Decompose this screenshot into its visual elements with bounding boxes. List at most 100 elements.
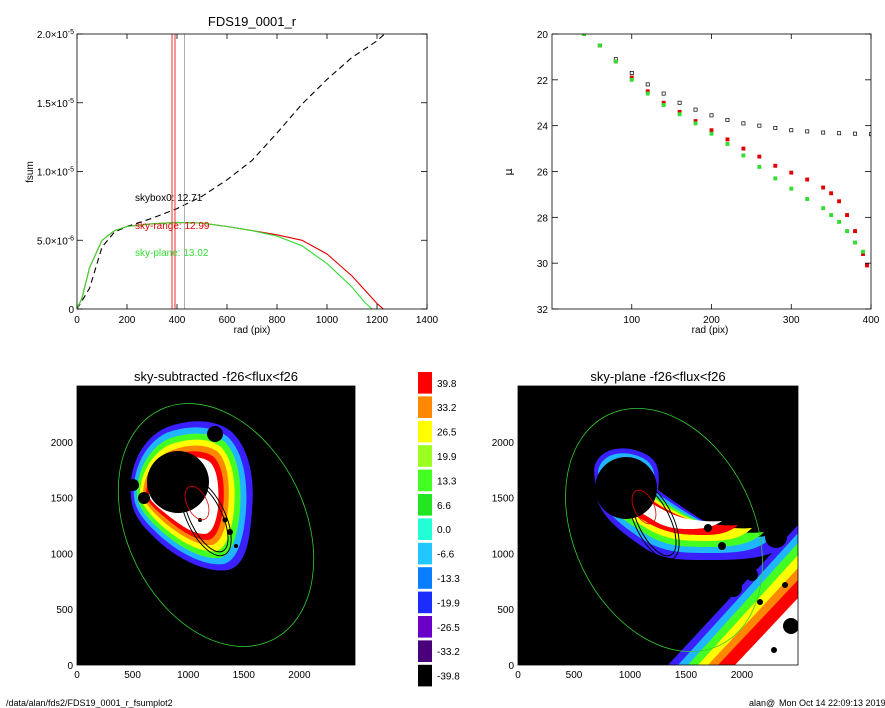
- footer-timestamp: Mon Oct 14 22:09:13 2019: [779, 698, 885, 708]
- colorbar-swatch: [418, 518, 432, 540]
- colorbar-label: 19.9: [437, 452, 457, 463]
- mu-y-tick-label: 32: [537, 305, 549, 316]
- mu-y-tick-label: 22: [537, 76, 549, 87]
- fsum-x-tick-label: 1400: [416, 315, 439, 326]
- mu-point-black: [645, 82, 650, 87]
- colorbar-swatch: [418, 372, 432, 394]
- mu-point-green: [845, 229, 850, 234]
- mu-point-red: [821, 185, 826, 190]
- sky-subtracted-x-tick-label: 1500: [233, 670, 256, 681]
- sky-subtracted-y-tick-label: 2000: [51, 438, 74, 449]
- fsum-x-axis-label: rad (pix): [234, 325, 271, 336]
- mu-point-red: [845, 213, 850, 217]
- colorbar-label: -13.3: [437, 574, 460, 585]
- mu-point-red: [757, 154, 762, 159]
- fsum-x-tick-label: 1200: [366, 315, 389, 326]
- fsum-x-tick-label: 200: [119, 315, 136, 326]
- sky-plane-x-tick-label: 2000: [731, 670, 754, 681]
- sky-subtracted-y-tick-label: 0: [67, 661, 73, 672]
- colorbar-swatch: [418, 396, 432, 418]
- colorbar-label: 33.2: [437, 403, 457, 414]
- mu-point-black: [677, 100, 682, 105]
- sky-plane-frame: [517, 385, 799, 666]
- mu-point-black: [821, 130, 826, 135]
- mu-point-green: [861, 249, 865, 254]
- mu-x-axis-label: rad (pix): [692, 325, 729, 336]
- mu-point-black: [725, 117, 730, 122]
- fsum-series-black: [77, 34, 385, 309]
- colorbar-swatch: [418, 494, 432, 516]
- mu-point-green: [629, 77, 634, 82]
- sky-plane-title: sky-plane -f26<flux<f26: [590, 369, 725, 384]
- mu-point-green: [837, 219, 842, 224]
- fsum-y-axis-label: fsum: [25, 161, 36, 183]
- mu-point-green: [773, 176, 778, 181]
- mu-y-tick-label: 24: [537, 122, 549, 133]
- colorbar-label: -33.2: [437, 647, 460, 658]
- mu-point-green: [709, 131, 714, 136]
- mu-point-black: [853, 131, 858, 136]
- colorbar-swatch: [418, 616, 432, 638]
- fsum-series-green: [77, 221, 373, 309]
- fsum-x-tick-label: 0: [74, 315, 80, 326]
- annotation-sky-plane: sky-plane: 13.02: [135, 248, 209, 259]
- sky-plane-y-tick-label: 2000: [492, 438, 515, 449]
- mu-point-black: [773, 126, 778, 130]
- fsum-x-tick-label: 800: [269, 315, 286, 326]
- fsum-x-tick-label: 600: [219, 315, 236, 326]
- mu-plot-frame: [551, 33, 872, 310]
- colorbar-label: -19.9: [437, 598, 460, 609]
- fsum-y-tick-label: 2.0×10-5: [37, 29, 74, 41]
- mu-y-tick-label: 28: [537, 213, 549, 224]
- sky-plane-x-tick-label: 1000: [619, 670, 642, 681]
- mu-point-black: [869, 132, 871, 137]
- sky-subtracted-y-tick-label: 500: [56, 605, 73, 616]
- mu-point-green: [661, 103, 666, 107]
- mu-x-tick-label: 300: [783, 315, 800, 326]
- colorbar-label: -39.8: [437, 672, 460, 683]
- mu-point-black: [837, 131, 842, 136]
- mu-point-red: [709, 128, 714, 133]
- colorbar-label: 26.5: [437, 428, 457, 439]
- mu-point-red: [805, 177, 810, 182]
- mu-x-tick-label: 400: [863, 315, 880, 326]
- mu-point-red: [725, 137, 730, 142]
- sky-subtracted-frame: [76, 385, 356, 666]
- footer-user: alan@: [749, 698, 776, 708]
- sky-plane-x-tick-label: 1500: [675, 670, 698, 681]
- mu-point-red: [853, 229, 858, 234]
- mu-point-green: [805, 197, 810, 201]
- mu-point-green: [757, 164, 762, 169]
- mu-point-green: [741, 153, 746, 158]
- mu-point-green: [853, 240, 858, 245]
- sky-plane-y-tick-label: 0: [508, 661, 514, 672]
- mu-point-green: [645, 91, 650, 96]
- sky-subtracted-x-tick-label: 1000: [177, 670, 200, 681]
- mu-point-green: [693, 121, 698, 126]
- sky-subtracted-x-tick-label: 2000: [288, 670, 311, 681]
- mu-point-green: [677, 112, 682, 117]
- sky-plane-image-panel: sky-plane -f26<flux<f26: [492, 369, 799, 681]
- mu-point-black: [805, 129, 810, 134]
- mu-point-black: [789, 128, 794, 133]
- sky-plane-x-tick-label: 500: [566, 670, 583, 681]
- sky-plane-y-tick-label: 1000: [492, 549, 515, 560]
- colorbar-swatch: [418, 567, 432, 589]
- colorbar-swatch: [418, 469, 432, 492]
- mu-point-red: [773, 163, 778, 168]
- mu-y-axis-label: μ: [502, 169, 515, 176]
- colorbar-label: -26.5: [437, 623, 460, 634]
- sky-subtracted-title: sky-subtracted -f26<flux<f26: [134, 369, 298, 384]
- surface-brightness-panel: rad (pix) μ 100 200 300 400 20 22 24 26 28 30 32: [502, 30, 880, 336]
- sky-subtracted-x-tick-label: 0: [74, 670, 80, 681]
- mu-y-tick-label: 20: [537, 30, 549, 41]
- colorbar-label: 6.6: [437, 501, 451, 512]
- mu-point-black: [709, 113, 714, 118]
- colorbar-swatch: [418, 640, 432, 662]
- mu-point-green: [821, 206, 826, 211]
- fsum-x-tick-label: 400: [169, 315, 186, 326]
- mu-point-red: [865, 263, 869, 268]
- sky-plane-y-tick-label: 1500: [492, 494, 515, 505]
- mu-point-red: [829, 191, 834, 196]
- footer-file-path: /data/alan/fds2/FDS19_0001_r_fsumplot2: [6, 698, 173, 708]
